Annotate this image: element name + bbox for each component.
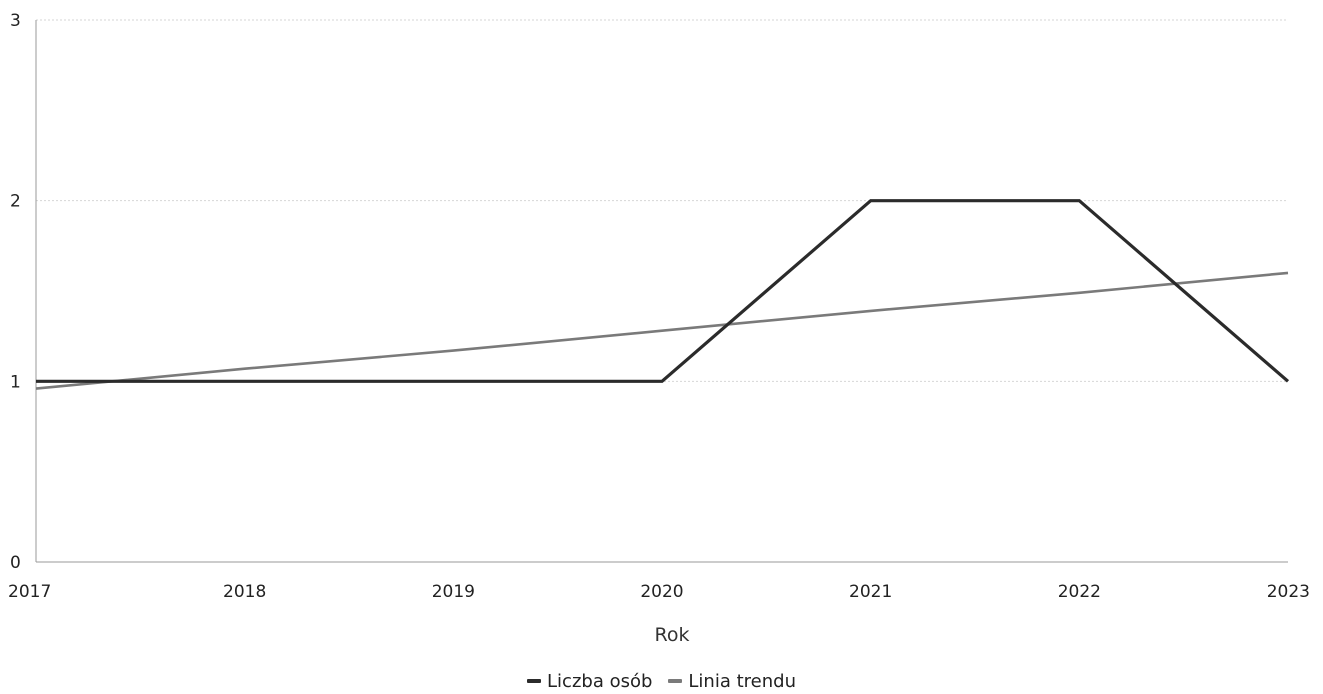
x-tick-label-2019: 2019 bbox=[432, 582, 475, 602]
legend-label-1: Linia trendu bbox=[688, 670, 796, 692]
x-tick-label-2022: 2022 bbox=[1058, 582, 1101, 602]
legend-label-0: Liczba osób bbox=[547, 670, 653, 692]
y-tick-label-2: 2 bbox=[10, 192, 21, 212]
x-tick-labels: 2017 2018 2019 2020 2021 2022 2023 bbox=[8, 582, 1310, 602]
series-line-linia-trendu bbox=[35, 271, 1289, 390]
legend-swatch-0 bbox=[527, 679, 542, 683]
axes bbox=[35, 20, 1288, 563]
series-line-liczba-osób bbox=[36, 199, 1290, 383]
x-axis-title: Rok bbox=[655, 624, 690, 646]
x-tick-label-2021: 2021 bbox=[849, 582, 892, 602]
y-tick-labels: 0 1 2 3 bbox=[10, 11, 21, 573]
x-tick-label-2023: 2023 bbox=[1267, 582, 1310, 602]
x-tick-label-2020: 2020 bbox=[640, 582, 683, 602]
legend-item-1: Linia trendu bbox=[668, 671, 796, 692]
legend: Liczba osób Linia trendu bbox=[0, 667, 1323, 692]
y-tick-label-1: 1 bbox=[10, 372, 21, 392]
y-tick-label-3: 3 bbox=[10, 11, 21, 31]
legend-swatch-1 bbox=[668, 679, 683, 683]
x-tick-label-2017: 2017 bbox=[8, 582, 51, 602]
y-tick-label-0: 0 bbox=[10, 553, 21, 573]
grid-lines bbox=[36, 19, 1288, 382]
legend-item-0: Liczba osób bbox=[527, 671, 652, 692]
series-lines bbox=[35, 199, 1290, 390]
x-tick-label-2018: 2018 bbox=[223, 582, 266, 602]
